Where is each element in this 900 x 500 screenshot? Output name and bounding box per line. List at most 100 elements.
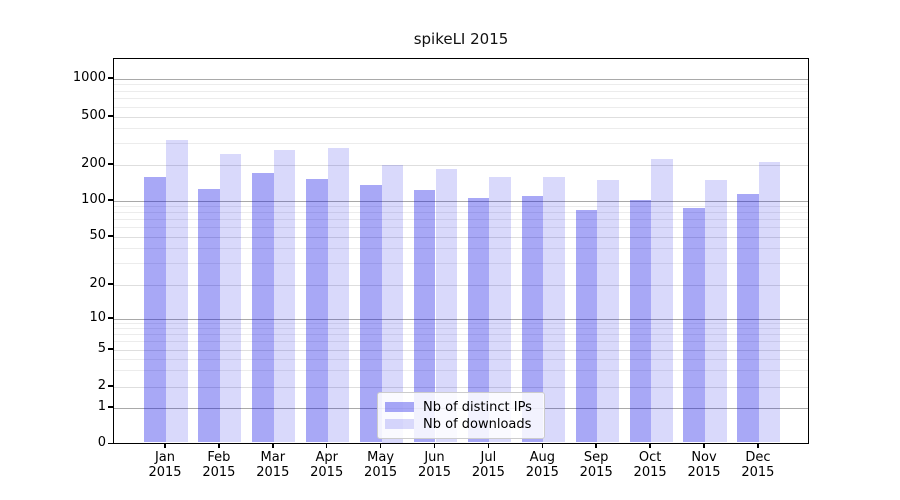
y-tick-label: 10 (89, 309, 106, 325)
x-tick-month: Jul (480, 450, 497, 465)
x-tick-label-oct: Oct 2015 (620, 450, 680, 480)
x-tick-label-feb: Feb 2015 (189, 450, 249, 480)
bar-distinct_ips-dec (737, 193, 759, 443)
plot-area (113, 58, 809, 444)
bar-downloads-feb (219, 154, 242, 443)
y-tick-label: 20 (89, 275, 106, 291)
x-tick-label-nov: Nov 2015 (674, 450, 734, 480)
bar-downloads-nov (705, 179, 727, 443)
x-tick-label-jun: Jun 2015 (405, 450, 465, 480)
gridline-minor (114, 143, 808, 145)
gridline-major (114, 318, 808, 320)
gridline (114, 164, 808, 166)
y-tick-mark (108, 385, 113, 387)
x-tick-year: 2015 (471, 464, 505, 480)
x-tick-year: 2015 (310, 464, 344, 480)
x-tick-mark (272, 444, 274, 448)
gridline (114, 284, 808, 286)
gridline-minor (114, 106, 808, 108)
y-tick-label: 200 (81, 155, 106, 171)
y-tick-mark (108, 199, 113, 201)
x-tick-month: Jun (424, 450, 445, 465)
gridline-minor (114, 128, 808, 130)
bar-distinct_ips-mar (252, 172, 274, 443)
legend: Nb of distinct IPs Nb of downloads (377, 392, 545, 439)
bar-downloads-oct (651, 158, 673, 443)
legend-swatch-distinct-ips-icon (385, 402, 414, 412)
x-tick-mark (433, 444, 436, 448)
x-tick-label-dec: Dec 2015 (728, 450, 788, 480)
bar-downloads-jan (166, 140, 188, 443)
y-tick-mark (108, 235, 113, 237)
x-tick-year: 2015 (633, 464, 667, 480)
bar-downloads-dec (758, 162, 781, 443)
gridline-minor (114, 212, 808, 214)
bar-distinct_ips-nov (683, 208, 705, 443)
y-tick-label: 500 (81, 107, 106, 123)
y-tick-label: 0 (97, 435, 106, 450)
legend-item-distinct-ips: Nb of distinct IPs (385, 399, 536, 415)
x-tick-mark (541, 444, 544, 448)
bar-distinct_ips-oct (629, 200, 652, 443)
chart-title: spikeLI 2015 (413, 30, 509, 48)
y-tick-mark (108, 115, 113, 117)
y-tick-mark (108, 283, 113, 285)
bar-distinct_ips-jan (144, 176, 166, 443)
bar-distinct_ips-jun (413, 190, 436, 443)
y-tick-label: 5 (97, 340, 106, 356)
y-tick-mark (108, 348, 113, 350)
gridline (114, 349, 808, 351)
gridline-minor (114, 205, 808, 207)
gridline-minor (114, 219, 808, 221)
x-tick-mark (595, 444, 597, 448)
x-tick-mark (218, 444, 220, 448)
x-tick-label-apr: Apr 2015 (297, 450, 357, 480)
x-tick-mark (757, 444, 759, 448)
x-tick-month: Jan (154, 450, 176, 465)
bar-distinct_ips-jul (467, 198, 490, 443)
x-tick-label-sep: Sep 2015 (566, 450, 626, 480)
y-tick-label: 100 (81, 191, 106, 207)
y-tick-label: 1 (97, 398, 106, 414)
x-tick-month: Sep (583, 450, 609, 465)
gridline-minor (114, 227, 808, 229)
x-tick-year: 2015 (687, 464, 721, 480)
x-tick-mark (325, 444, 328, 448)
bar-downloads-jun (435, 169, 458, 443)
x-tick-mark (379, 444, 382, 448)
bar-distinct_ips-feb (198, 189, 220, 443)
y-tick-mark (108, 77, 113, 79)
x-tick-label-aug: Aug 2015 (512, 450, 572, 480)
bar-distinct_ips-may (360, 185, 382, 443)
gridline-minor (114, 248, 808, 250)
x-tick-month: Feb (207, 450, 231, 465)
x-tick-label-may: May 2015 (351, 450, 411, 480)
gridline (114, 236, 808, 238)
x-tick-year: 2015 (364, 464, 398, 480)
x-tick-month: Oct (638, 450, 662, 465)
legend-label-downloads: Nb of downloads (423, 416, 532, 432)
gridline-major (114, 200, 808, 202)
x-tick-month: Dec (745, 450, 771, 465)
x-tick-mark (649, 444, 651, 448)
gridline-minor (114, 90, 808, 92)
x-tick-mark (164, 444, 166, 448)
x-tick-month: May (367, 450, 395, 465)
x-tick-label-jul: Jul 2015 (458, 450, 518, 480)
gridline-minor (114, 263, 808, 265)
gridline-minor (114, 323, 808, 325)
bar-downloads-sep (597, 179, 619, 443)
x-tick-month: Mar (260, 450, 286, 465)
legend-item-downloads: Nb of downloads (385, 416, 536, 432)
y-tick-mark (108, 406, 113, 408)
x-tick-year: 2015 (741, 464, 775, 480)
gridline-minor (114, 358, 808, 360)
x-tick-month: Nov (691, 450, 717, 465)
gridline-minor (114, 370, 808, 372)
bar-distinct_ips-apr (306, 178, 328, 443)
gridline-minor (114, 84, 808, 86)
gridline (114, 116, 808, 118)
legend-swatch-downloads-icon (385, 419, 414, 429)
bar-downloads-apr (327, 148, 350, 443)
